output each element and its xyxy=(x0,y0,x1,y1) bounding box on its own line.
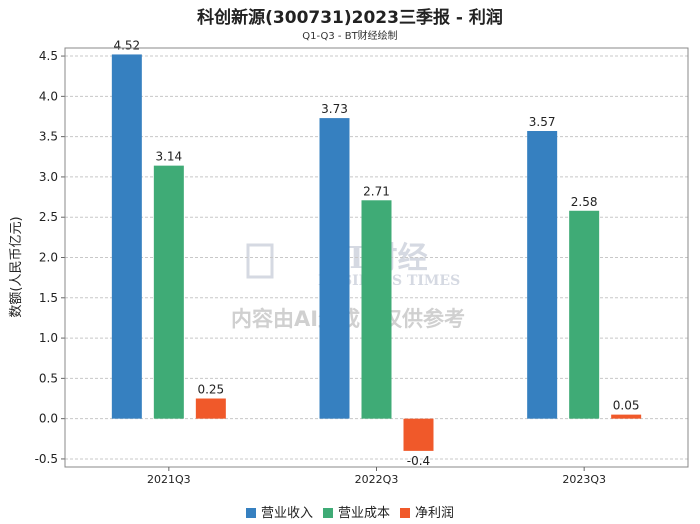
data-label: 3.14 xyxy=(155,150,182,164)
bar xyxy=(361,200,392,419)
legend-item: 营业收入 xyxy=(245,502,313,521)
y-tick-label: 1.0 xyxy=(39,331,58,345)
y-tick-label: 3.0 xyxy=(39,170,58,184)
bar xyxy=(153,165,184,419)
y-tick-label: 0.0 xyxy=(39,412,58,426)
y-tick-label: 4.5 xyxy=(39,49,58,63)
chart-subtitle: Q1-Q3 - BT财经绘制 xyxy=(302,31,398,42)
legend-label: 净利润 xyxy=(415,506,455,521)
legend-label: 营业收入 xyxy=(260,506,313,521)
legend-swatch xyxy=(245,508,256,518)
y-tick-label: 2.0 xyxy=(39,251,58,265)
y-tick-label: 2.5 xyxy=(39,210,58,224)
bar xyxy=(195,398,226,419)
y-tick-label: -0.5 xyxy=(35,452,58,466)
data-label: -0.4 xyxy=(407,454,430,468)
bar xyxy=(569,210,600,419)
x-tick-label: 2021Q3 xyxy=(147,473,191,486)
data-label: 0.05 xyxy=(613,399,640,413)
bar xyxy=(111,54,142,419)
data-label: 4.52 xyxy=(113,38,140,52)
y-tick-label: 1.5 xyxy=(39,291,58,305)
y-tick-label: 0.5 xyxy=(39,371,58,385)
bar xyxy=(611,414,642,419)
data-label: 2.71 xyxy=(363,184,390,198)
y-axis-label: 数额(人民币亿元) xyxy=(9,216,24,317)
x-tick-label: 2022Q3 xyxy=(355,473,399,486)
chart-title: 科创新源(300731)2023三季报 - 利润 xyxy=(197,8,503,28)
data-label: 0.25 xyxy=(197,383,224,397)
bar xyxy=(319,118,350,419)
legend-swatch xyxy=(322,508,333,518)
data-label: 3.57 xyxy=(529,115,556,129)
data-label: 2.58 xyxy=(571,195,598,209)
bar xyxy=(527,130,558,419)
legend-item: 净利润 xyxy=(400,502,454,521)
watermark-logo-icon xyxy=(246,243,274,279)
legend: 营业收入 营业成本 净利润 xyxy=(0,502,700,521)
y-tick-label: 3.5 xyxy=(39,130,58,144)
legend-item: 营业成本 xyxy=(322,502,390,521)
legend-label: 营业成本 xyxy=(337,506,390,521)
bar xyxy=(403,418,434,451)
x-tick-label: 2023Q3 xyxy=(562,473,606,486)
data-label: 3.73 xyxy=(321,102,348,116)
legend-swatch xyxy=(400,508,410,518)
y-tick-label: 4.0 xyxy=(39,89,58,103)
